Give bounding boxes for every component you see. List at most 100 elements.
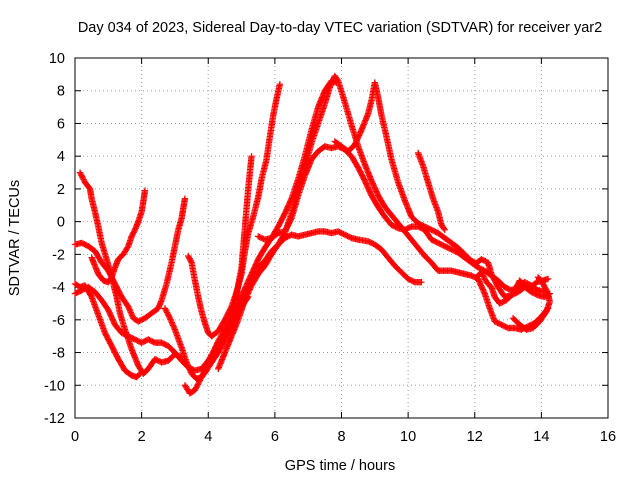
x-tick-label: 14 (533, 429, 549, 445)
data-point (78, 173, 86, 180)
data-point (167, 316, 174, 323)
data-point (168, 319, 176, 326)
y-tick-label: -6 (52, 313, 65, 329)
data-point (440, 225, 448, 232)
series-track-12 (255, 77, 340, 243)
series-track-17 (509, 274, 553, 333)
data-point (478, 269, 485, 276)
data-point (141, 187, 149, 194)
data-point (170, 323, 177, 330)
data-point (191, 386, 199, 394)
x-tick-label: 8 (337, 429, 345, 445)
data-point (127, 309, 134, 316)
data-point (509, 314, 517, 322)
data-point (166, 313, 173, 320)
data-point (481, 276, 489, 283)
data-point (480, 289, 488, 296)
data-point (125, 303, 132, 310)
x-tick-label: 6 (271, 429, 279, 445)
data-point (165, 312, 172, 319)
x-tick-label: 12 (467, 429, 483, 445)
series-track-2 (71, 195, 189, 325)
data-point (166, 314, 174, 322)
x-tick-label: 10 (400, 429, 416, 445)
data-point (481, 274, 488, 282)
data-point (199, 371, 206, 378)
data-point (128, 312, 136, 319)
tick-labels: 0 2 4 6 8 10 12 14 16 -12 -10 -8 -6 -4 -2 0 2 4 6 8 10 (44, 51, 616, 445)
data-point (184, 362, 192, 369)
data-point (183, 359, 190, 366)
data-point (185, 363, 192, 370)
data-point (198, 374, 205, 381)
data-point (169, 322, 177, 329)
data-point (87, 292, 95, 299)
data-point (181, 195, 189, 202)
data-point (128, 310, 135, 318)
data-point (194, 381, 201, 388)
data-point (418, 278, 425, 286)
data-point (276, 80, 284, 88)
series-track-4 (71, 280, 144, 381)
data-point (248, 152, 255, 160)
data-point (198, 372, 206, 380)
data-point (126, 307, 134, 315)
data-point (478, 270, 486, 277)
data-point (185, 364, 193, 372)
axes (74, 57, 609, 419)
x-tick-label: 16 (600, 429, 616, 445)
data-point (77, 170, 84, 178)
y-tick-label: 4 (57, 149, 65, 165)
data-point (184, 360, 191, 367)
data-point (135, 371, 143, 379)
data-point (544, 275, 552, 283)
y-tick-label: 2 (57, 182, 65, 198)
data-point (136, 370, 144, 378)
data-point (192, 385, 199, 392)
data-point (193, 382, 201, 390)
data-point (78, 172, 85, 179)
series-track-16 (473, 269, 552, 307)
chart-title: Day 034 of 2023, Sidereal Day-to-day VTE… (78, 20, 602, 36)
x-tick-label: 0 (71, 429, 79, 445)
data-point (163, 309, 171, 316)
data-point (164, 310, 171, 318)
data-point (200, 370, 207, 377)
x-tick-label: 4 (204, 429, 212, 445)
data-point (187, 367, 194, 375)
y-tick-label: -4 (52, 280, 65, 296)
series-track-11 (225, 152, 255, 337)
series-track-14 (414, 149, 448, 234)
y-axis-label: SDTVAR / TECUs (7, 180, 23, 296)
data-point (80, 176, 87, 183)
data-point (79, 174, 87, 182)
data-point (197, 375, 204, 383)
data-point (163, 307, 170, 315)
x-tick-label: 2 (138, 429, 146, 445)
data-point (196, 378, 203, 385)
data-point (186, 366, 193, 373)
data-point (510, 316, 518, 323)
data-point (441, 226, 448, 234)
data-point (125, 304, 133, 312)
y-tick-label: 0 (57, 215, 65, 231)
data-point (196, 377, 204, 384)
data-point (187, 258, 195, 265)
data-point (76, 169, 84, 176)
data-point (161, 305, 169, 312)
data-point (126, 306, 133, 313)
data-point (162, 306, 169, 313)
data-point (333, 79, 340, 86)
y-tick-label: 10 (49, 51, 65, 67)
grid-lines (75, 58, 608, 418)
x-axis-label: GPS time / hours (285, 458, 395, 474)
series-track-5 (88, 187, 149, 286)
series-track-13 (331, 79, 478, 266)
y-tick-label: -10 (44, 378, 65, 394)
data-point (169, 320, 176, 328)
data-point (167, 317, 175, 325)
data-point (171, 325, 178, 332)
data-point (287, 196, 295, 204)
y-tick-label: -2 (52, 247, 65, 263)
